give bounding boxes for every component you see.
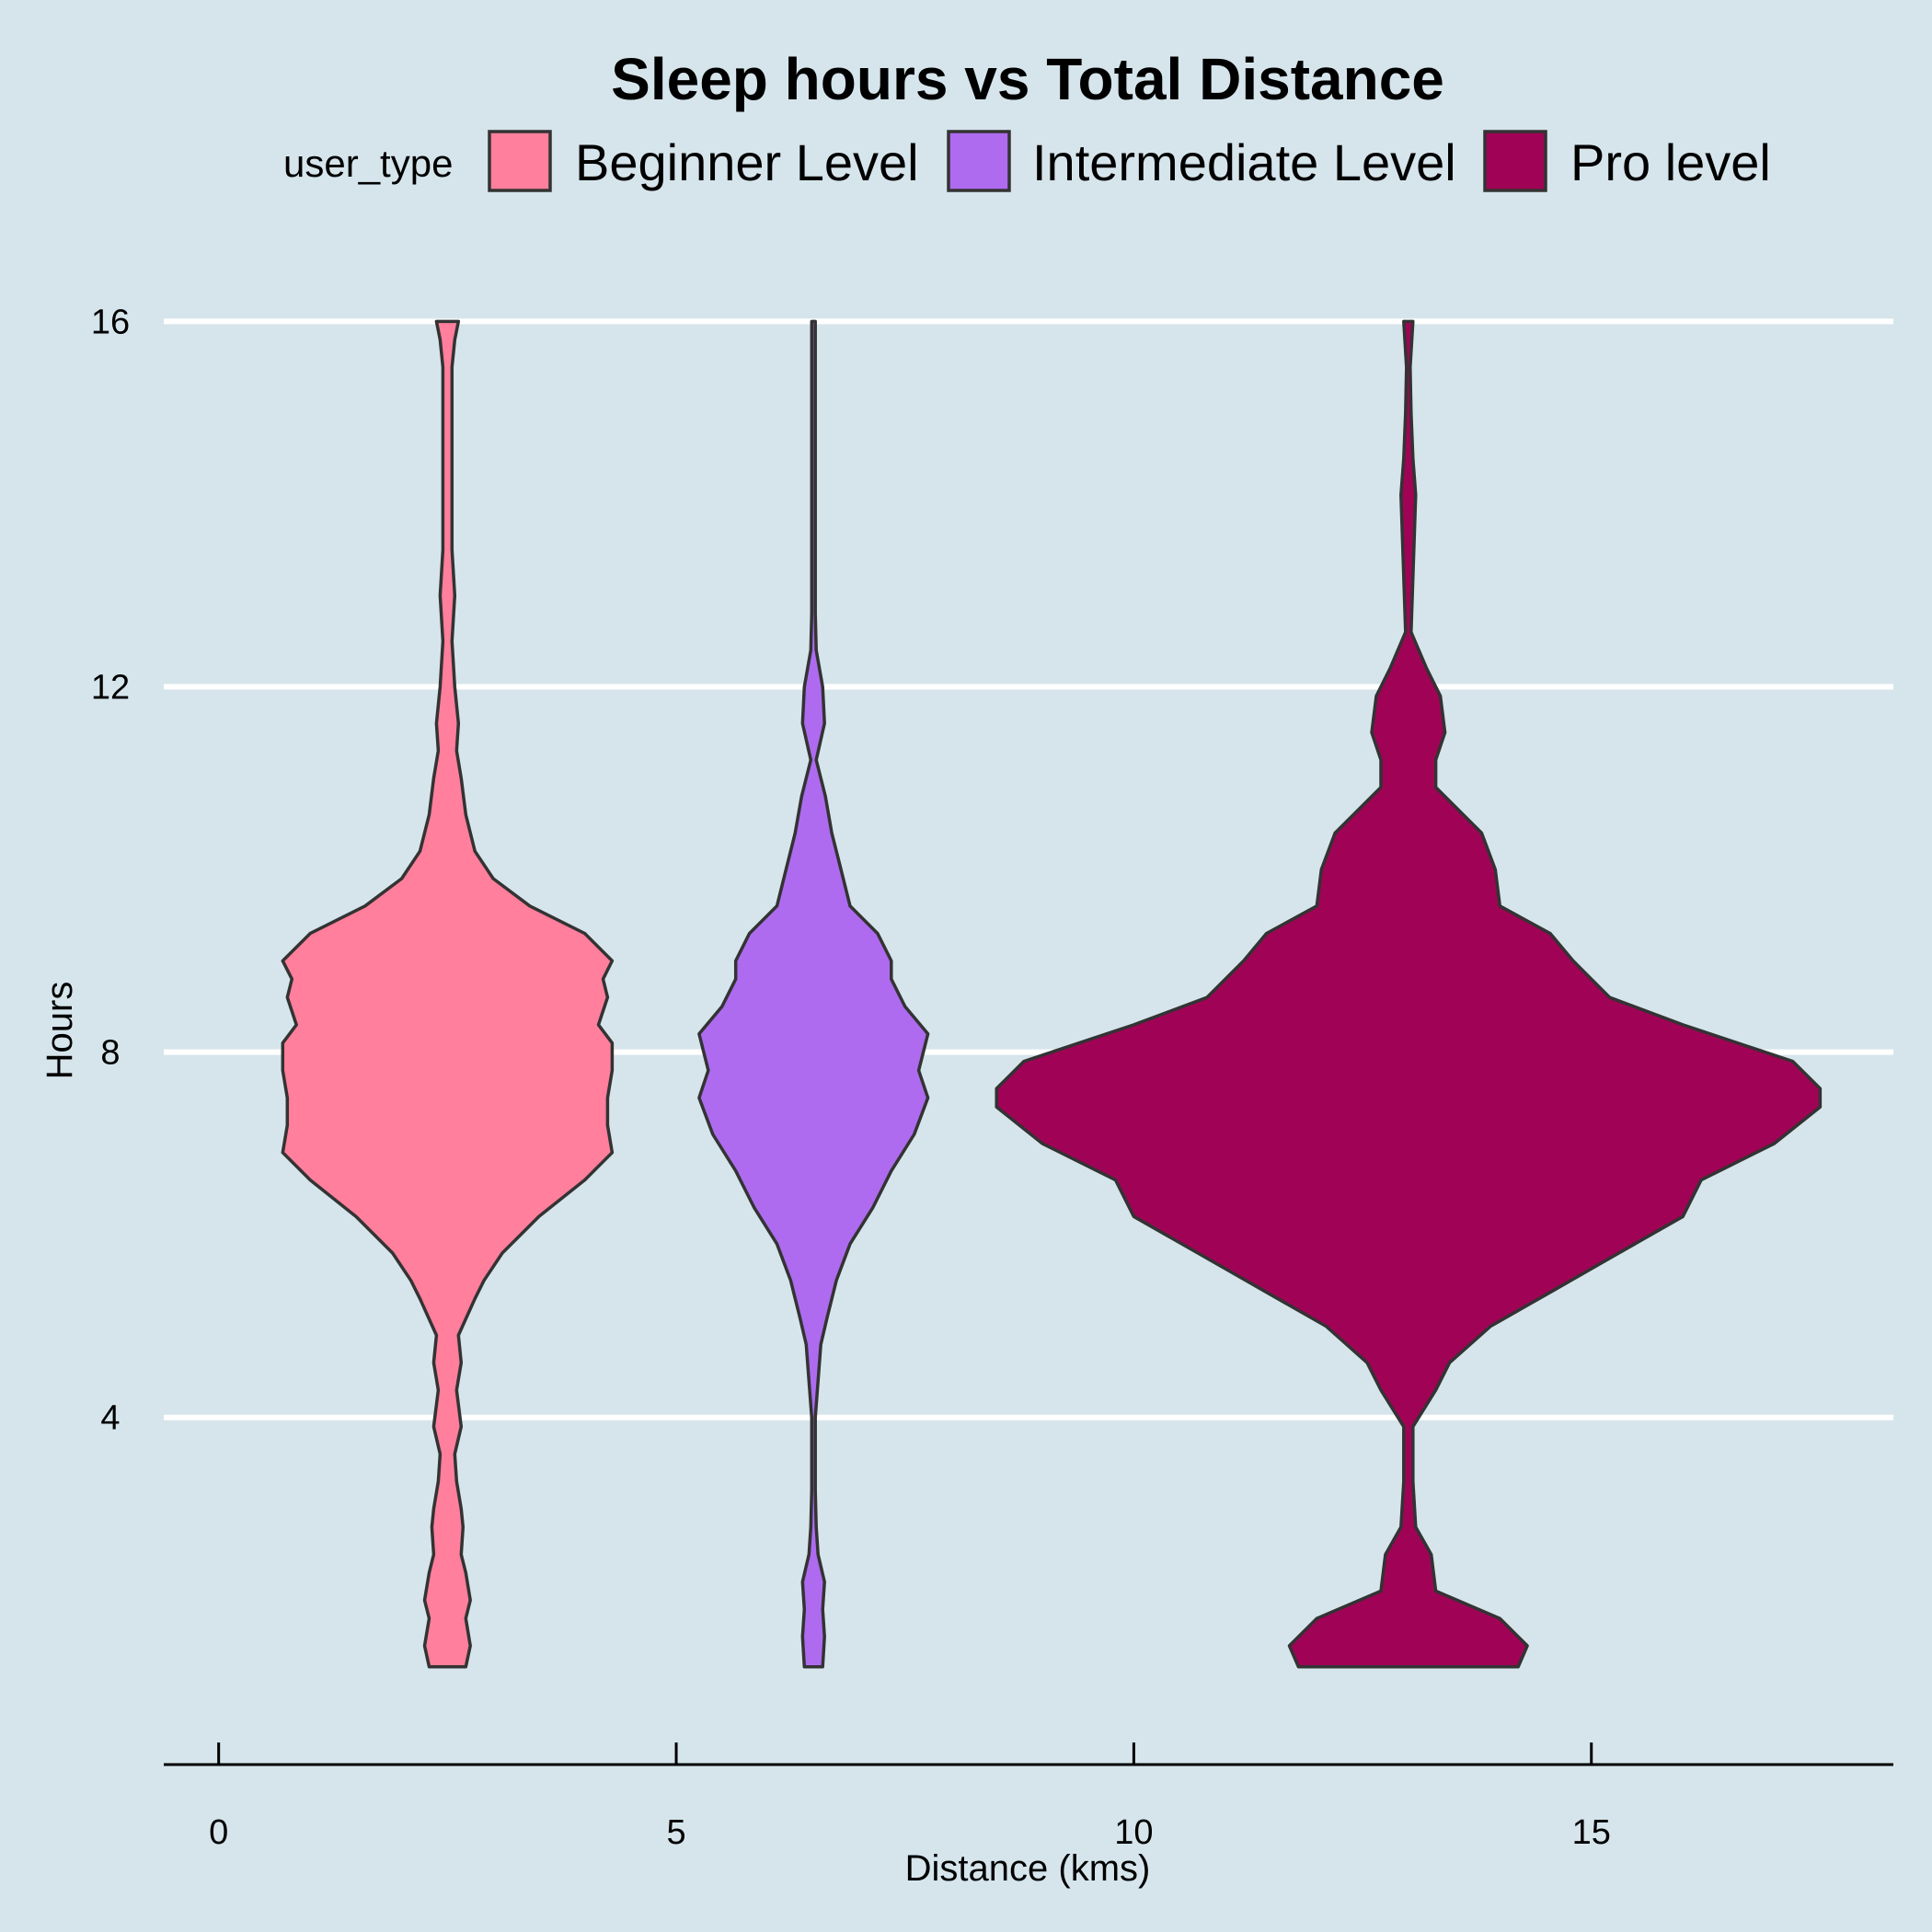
x-tick-label: 0 <box>209 1813 228 1852</box>
violin-intermediate-level <box>697 319 930 1669</box>
y-tick-label: 8 <box>100 1034 120 1073</box>
legend-label-intermediate: Intermediate Level <box>1032 133 1456 191</box>
x-axis-title: Distance (kms) <box>905 1848 1151 1889</box>
y-axis: 4 8 12 16 <box>91 303 130 1437</box>
legend-swatch-beginner <box>488 130 552 192</box>
y-axis-title: Hours <box>40 982 80 1080</box>
chart-title: Sleep hours vs Total Distance <box>611 46 1444 112</box>
violins <box>281 319 1823 1669</box>
y-tick-label: 4 <box>100 1399 120 1438</box>
x-tick-label: 10 <box>1114 1813 1153 1852</box>
legend-label-beginner: Beginner Level <box>575 133 919 191</box>
legend-swatch-intermediate <box>947 130 1011 192</box>
violin-beginner-level <box>281 319 615 1669</box>
x-axis: 0 5 10 15 <box>164 1742 1893 1852</box>
legend-label-pro: Pro level <box>1570 133 1771 191</box>
legend: user_type Beginner Level Intermediate Le… <box>283 130 1771 192</box>
x-tick-label: 5 <box>666 1813 685 1852</box>
y-tick-label: 16 <box>91 303 130 341</box>
y-tick-label: 12 <box>91 669 130 707</box>
violin-pro-level <box>995 319 1823 1669</box>
legend-swatch-pro <box>1483 130 1547 192</box>
legend-title: user_type <box>283 142 453 185</box>
x-tick-label: 15 <box>1572 1813 1611 1852</box>
